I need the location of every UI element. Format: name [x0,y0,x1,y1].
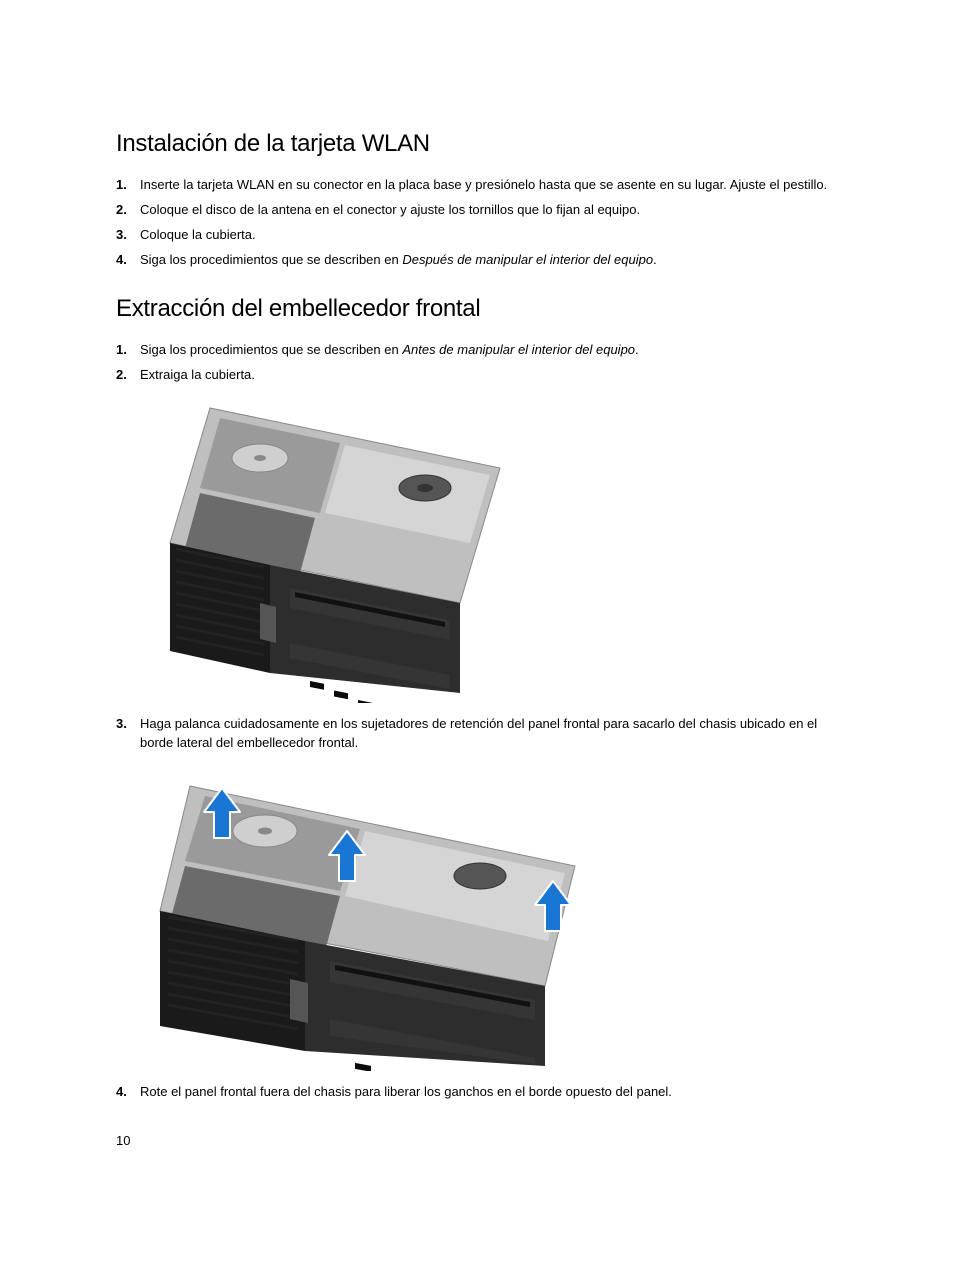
step-item: 3. Haga palanca cuidadosamente en los su… [116,715,846,753]
step-text-italic: Después de manipular el interior del equ… [402,252,653,267]
step-number: 4. [116,1083,140,1102]
step-text-italic: Antes de manipular el interior del equip… [402,342,635,357]
step-number: 2. [116,201,140,220]
steps-list-wlan: 1. Inserte la tarjeta WLAN en su conecto… [116,176,846,269]
step-item: 4. Siga los procedimientos que se descri… [116,251,846,270]
step-number: 3. [116,715,140,753]
step-text: Rote el panel frontal fuera del chasis p… [140,1083,846,1102]
step-item: 3. Coloque la cubierta. [116,226,846,245]
step-text: Coloque la cubierta. [140,226,846,245]
step-item: 1. Siga los procedimientos que se descri… [116,341,846,360]
step-number: 1. [116,341,140,360]
step-text: Siga los procedimientos que se describen… [140,341,846,360]
section-heading-bezel: Extracción del embellecedor frontal [116,295,846,323]
step-number: 1. [116,176,140,195]
step-item: 4. Rote el panel frontal fuera del chasi… [116,1083,846,1102]
figure-chassis-arrows [140,761,846,1071]
step-item: 1. Inserte la tarjeta WLAN en su conecto… [116,176,846,195]
step-text-suffix: . [635,342,639,357]
figure-chassis-open [140,393,846,703]
page-number: 10 [116,1133,130,1148]
step-text: Siga los procedimientos que se describen… [140,251,846,270]
step-text-suffix: . [653,252,657,267]
chassis-illustration-icon [140,393,520,703]
step-text: Extraiga la cubierta. [140,366,846,385]
step-number: 2. [116,366,140,385]
steps-list-bezel-cont: 3. Haga palanca cuidadosamente en los su… [116,715,846,753]
step-number: 4. [116,251,140,270]
step-text: Inserte la tarjeta WLAN en su conector e… [140,176,846,195]
step-text: Haga palanca cuidadosamente en los sujet… [140,715,846,753]
step-number: 3. [116,226,140,245]
step-item: 2. Coloque el disco de la antena en el c… [116,201,846,220]
chassis-arrows-illustration-icon [140,761,595,1071]
step-text: Coloque el disco de la antena en el cone… [140,201,846,220]
steps-list-bezel: 1. Siga los procedimientos que se descri… [116,341,846,385]
step-item: 2. Extraiga la cubierta. [116,366,846,385]
steps-list-bezel-final: 4. Rote el panel frontal fuera del chasi… [116,1083,846,1102]
section-heading-wlan: Instalación de la tarjeta WLAN [116,130,846,158]
step-text-prefix: Siga los procedimientos que se describen… [140,342,402,357]
step-text-prefix: Siga los procedimientos que se describen… [140,252,402,267]
